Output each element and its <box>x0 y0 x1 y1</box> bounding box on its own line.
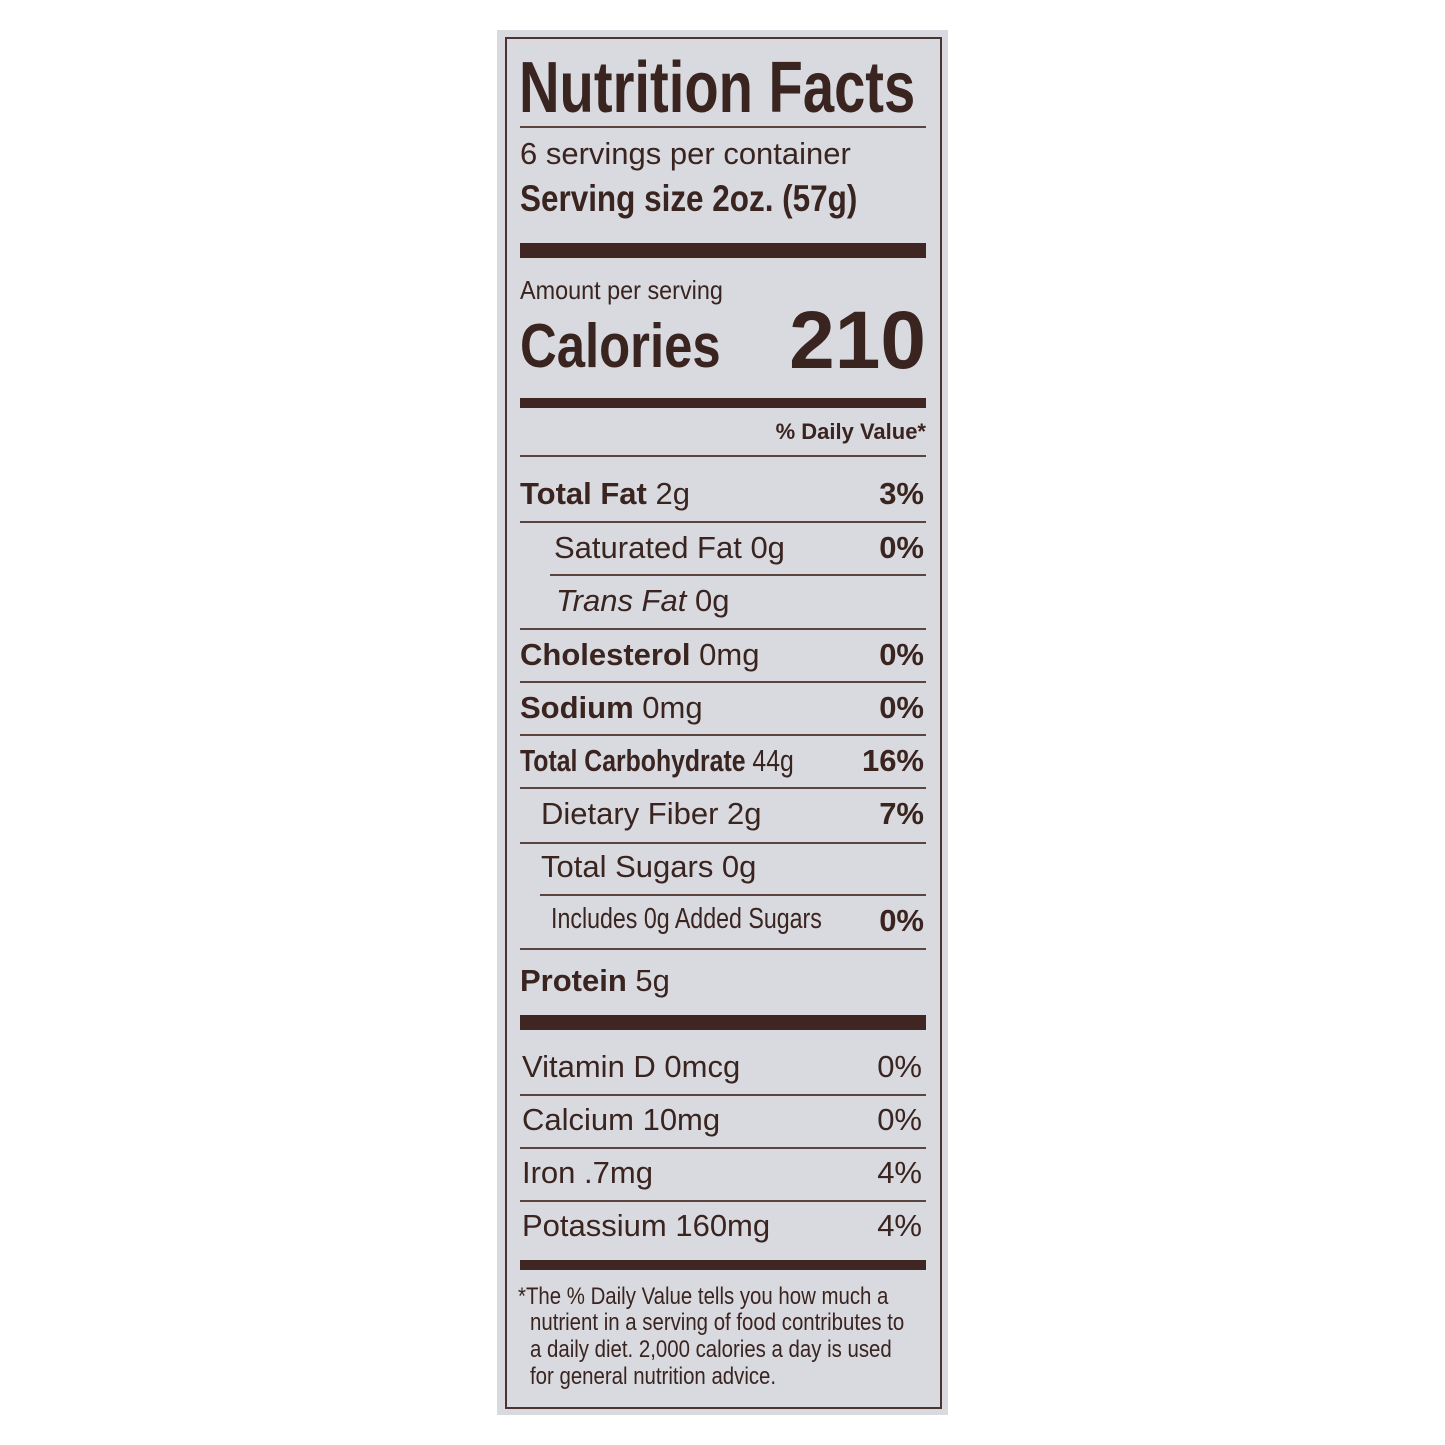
vitamin-dv: 0% <box>877 1049 922 1084</box>
serving-size: Serving size 2oz. (57g) <box>520 180 917 217</box>
nutrient-label: Includes 0g Added Sugars <box>551 903 822 935</box>
divider <box>520 1094 926 1096</box>
amount-text: Amount per serving <box>520 275 723 305</box>
calories-label: Calories <box>520 316 765 378</box>
vitamin-dv: 0% <box>877 1102 922 1137</box>
divider <box>520 681 926 683</box>
nutrient-label: Total Fat <box>520 476 647 511</box>
daily-value-header: % Daily Value* <box>775 419 926 444</box>
label-title: Nutrition Facts <box>519 52 1027 124</box>
nutrition-label-panel <box>497 30 948 1415</box>
nutrient-amount: 5g <box>635 963 670 998</box>
vitamin-label: Potassium 160mg <box>522 1208 771 1243</box>
divider <box>520 842 926 844</box>
nutrient-dv: 0% <box>879 690 924 725</box>
nutrient-amount: 44g <box>752 743 794 778</box>
nutrient-amount: 2g <box>655 476 690 511</box>
footnote-line: for general nutrition advice. <box>530 1363 777 1390</box>
nutrient-label: Total Sugars 0g <box>541 849 757 884</box>
nutrient-dv: 0% <box>879 903 924 938</box>
nutrition-label-border <box>505 37 942 1409</box>
divider <box>540 894 926 896</box>
footnote-line: nutrient in a serving of food contribute… <box>530 1309 905 1336</box>
divider <box>520 521 926 523</box>
nutrient-dv: 0% <box>879 637 924 672</box>
nutrient-dv: 16% <box>861 743 924 778</box>
amount-per-serving: Amount per serving <box>520 277 745 303</box>
footnote-line: *The % Daily Value tells you how much a <box>518 1283 889 1310</box>
servings-per-container: 6 servings per container <box>520 136 851 171</box>
vitamin-label: Calcium 10mg <box>522 1102 721 1137</box>
divider <box>520 1200 926 1202</box>
serving-size-text: Serving size 2oz. (57g) <box>520 178 858 219</box>
vitamin-dv: 4% <box>877 1208 922 1243</box>
divider <box>520 455 926 457</box>
nutrient-label: Saturated Fat 0g <box>554 530 785 565</box>
medium-divider <box>520 398 926 408</box>
nutrient-dv: 3% <box>879 476 924 511</box>
footnote-line: a daily diet. 2,000 calories a day is us… <box>530 1336 892 1363</box>
title-text: Nutrition Facts <box>519 48 916 128</box>
divider <box>520 1147 926 1149</box>
thick-divider <box>520 1015 926 1030</box>
thick-divider <box>520 243 926 258</box>
vitamin-dv: 4% <box>877 1155 922 1190</box>
divider <box>520 628 926 630</box>
vitamin-label: Iron .7mg <box>522 1155 653 1190</box>
divider <box>520 787 926 789</box>
medium-divider <box>520 1260 926 1270</box>
nutrient-label: Cholesterol <box>520 637 691 672</box>
vitamin-label: Vitamin D 0mcg <box>522 1049 741 1084</box>
nutrient-label: Dietary Fiber 2g <box>541 796 762 831</box>
nutrient-dv: 7% <box>879 796 924 831</box>
nutrient-label: Total Carbohydrate <box>520 743 746 778</box>
divider <box>520 734 926 736</box>
calories-value: 210 <box>789 295 926 386</box>
divider <box>520 948 926 950</box>
nutrient-label: Protein <box>520 963 627 998</box>
divider <box>550 574 926 576</box>
nutrient-amount: 0mg <box>642 690 703 725</box>
nutrient-amount: 0g <box>694 583 730 618</box>
nutrient-label: Sodium <box>520 690 634 725</box>
divider <box>520 126 926 128</box>
nutrient-amount: 0mg <box>699 637 760 672</box>
nutrient-dv: 0% <box>879 530 924 565</box>
calories-label-text: Calories <box>520 312 721 381</box>
nutrient-label: Trans Fat <box>556 583 687 618</box>
